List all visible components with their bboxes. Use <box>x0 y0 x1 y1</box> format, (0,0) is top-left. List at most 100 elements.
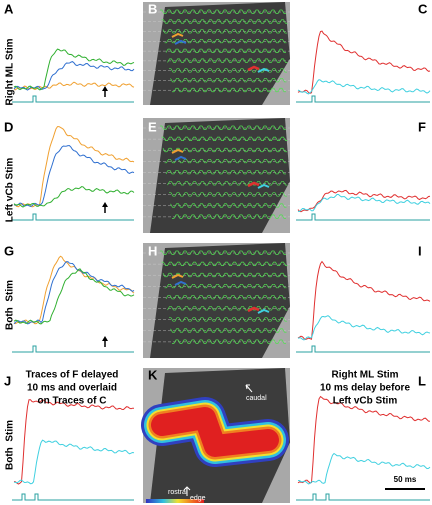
marker <box>171 148 184 154</box>
arrow-head <box>102 202 108 207</box>
marker <box>257 308 270 314</box>
electrode-trace <box>161 19 288 24</box>
trace <box>297 194 431 213</box>
electrode-trace <box>170 78 287 83</box>
panel-label: F <box>418 119 426 134</box>
caption-line: Right ML Stim <box>331 370 398 381</box>
trace <box>297 189 431 213</box>
scale-bar-label: 50 ms <box>394 475 417 484</box>
trace <box>13 255 135 325</box>
marker <box>247 181 260 188</box>
marker <box>171 32 184 38</box>
marker <box>247 306 260 313</box>
activity-map <box>151 407 279 457</box>
color-bar <box>146 499 204 503</box>
panel-label: E <box>148 119 157 134</box>
trace <box>13 186 135 208</box>
row-label: Both Stim <box>5 280 16 330</box>
electrode-trace <box>172 339 286 344</box>
panel-label: L <box>418 373 426 388</box>
electrode-trace <box>161 136 288 141</box>
marker <box>174 280 187 286</box>
electrode-trace <box>167 181 288 186</box>
tissue <box>150 118 290 233</box>
image-annotation: caudal <box>246 395 267 402</box>
trace-layer <box>12 30 431 501</box>
electrode-trace <box>162 272 287 278</box>
row-label: Both Stim <box>5 420 16 470</box>
marker <box>257 67 270 73</box>
trace <box>13 48 135 91</box>
stim-trace <box>296 345 430 353</box>
electrode-trace <box>169 192 287 197</box>
electrode-trace <box>165 295 286 300</box>
trace <box>297 395 431 484</box>
trace <box>13 126 135 208</box>
trace <box>297 79 431 95</box>
electrode-trace <box>167 306 288 311</box>
image-annotation: rostral <box>168 489 188 496</box>
electrode-trace <box>161 261 288 266</box>
caption-line: 10 ms and overlaid <box>27 383 117 394</box>
stim-trace <box>296 95 430 103</box>
panel-label: C <box>418 1 428 16</box>
caption-line: Left vCb Stim <box>333 396 398 407</box>
trace <box>13 81 135 91</box>
caption-line: 10 ms delay before <box>320 383 410 394</box>
stim-trace <box>296 213 430 221</box>
panel-label: D <box>4 119 13 134</box>
arrow <box>183 486 191 496</box>
panel-label: A <box>4 1 14 16</box>
marker <box>171 273 184 279</box>
panel-label: B <box>148 1 157 16</box>
trace <box>297 452 431 485</box>
caption-line: Traces of F delayed <box>26 370 119 381</box>
stim-trace <box>12 213 134 221</box>
panel-label: G <box>4 243 14 258</box>
electrode-trace <box>170 328 287 333</box>
trace <box>13 261 135 325</box>
electrode-trace <box>160 9 286 14</box>
stim-trace <box>296 493 430 501</box>
stim-trace <box>12 345 134 353</box>
panel-label: K <box>148 367 158 382</box>
electrode-trace <box>162 147 287 153</box>
panel-label: I <box>418 243 422 258</box>
image-layer <box>141 2 290 503</box>
row-label: Left vCb Stim <box>5 158 16 223</box>
arrow-head <box>102 336 108 341</box>
electrode-trace <box>162 29 287 34</box>
electrode-trace <box>164 38 287 44</box>
marker <box>174 39 187 45</box>
electrode-trace <box>170 203 287 208</box>
row-label: Right ML Stim <box>5 38 16 105</box>
electrode-trace <box>172 87 286 93</box>
electrode-trace <box>169 68 287 73</box>
electrode-trace <box>160 250 286 255</box>
trace <box>13 61 135 91</box>
tissue <box>150 243 290 358</box>
electrode-trace <box>165 170 286 175</box>
panel-label: H <box>148 243 157 258</box>
image-annotation: edge <box>190 495 206 502</box>
caption-line: on Traces of C <box>38 396 107 407</box>
tissue <box>150 2 290 105</box>
electrode-trace <box>172 214 286 219</box>
electrode-trace <box>169 317 287 322</box>
marker <box>257 183 270 189</box>
electrode-trace <box>167 58 288 63</box>
panel-label: J <box>4 373 11 388</box>
trace <box>13 439 135 485</box>
stim-trace <box>12 493 134 501</box>
trace <box>297 260 431 340</box>
trace <box>297 30 431 94</box>
trace <box>13 145 135 208</box>
trace <box>297 315 431 341</box>
marker <box>247 65 260 72</box>
trace <box>13 399 135 485</box>
stim-trace <box>12 95 134 103</box>
arrow <box>245 384 253 393</box>
marker <box>174 155 187 161</box>
electrode-trace <box>165 48 286 53</box>
